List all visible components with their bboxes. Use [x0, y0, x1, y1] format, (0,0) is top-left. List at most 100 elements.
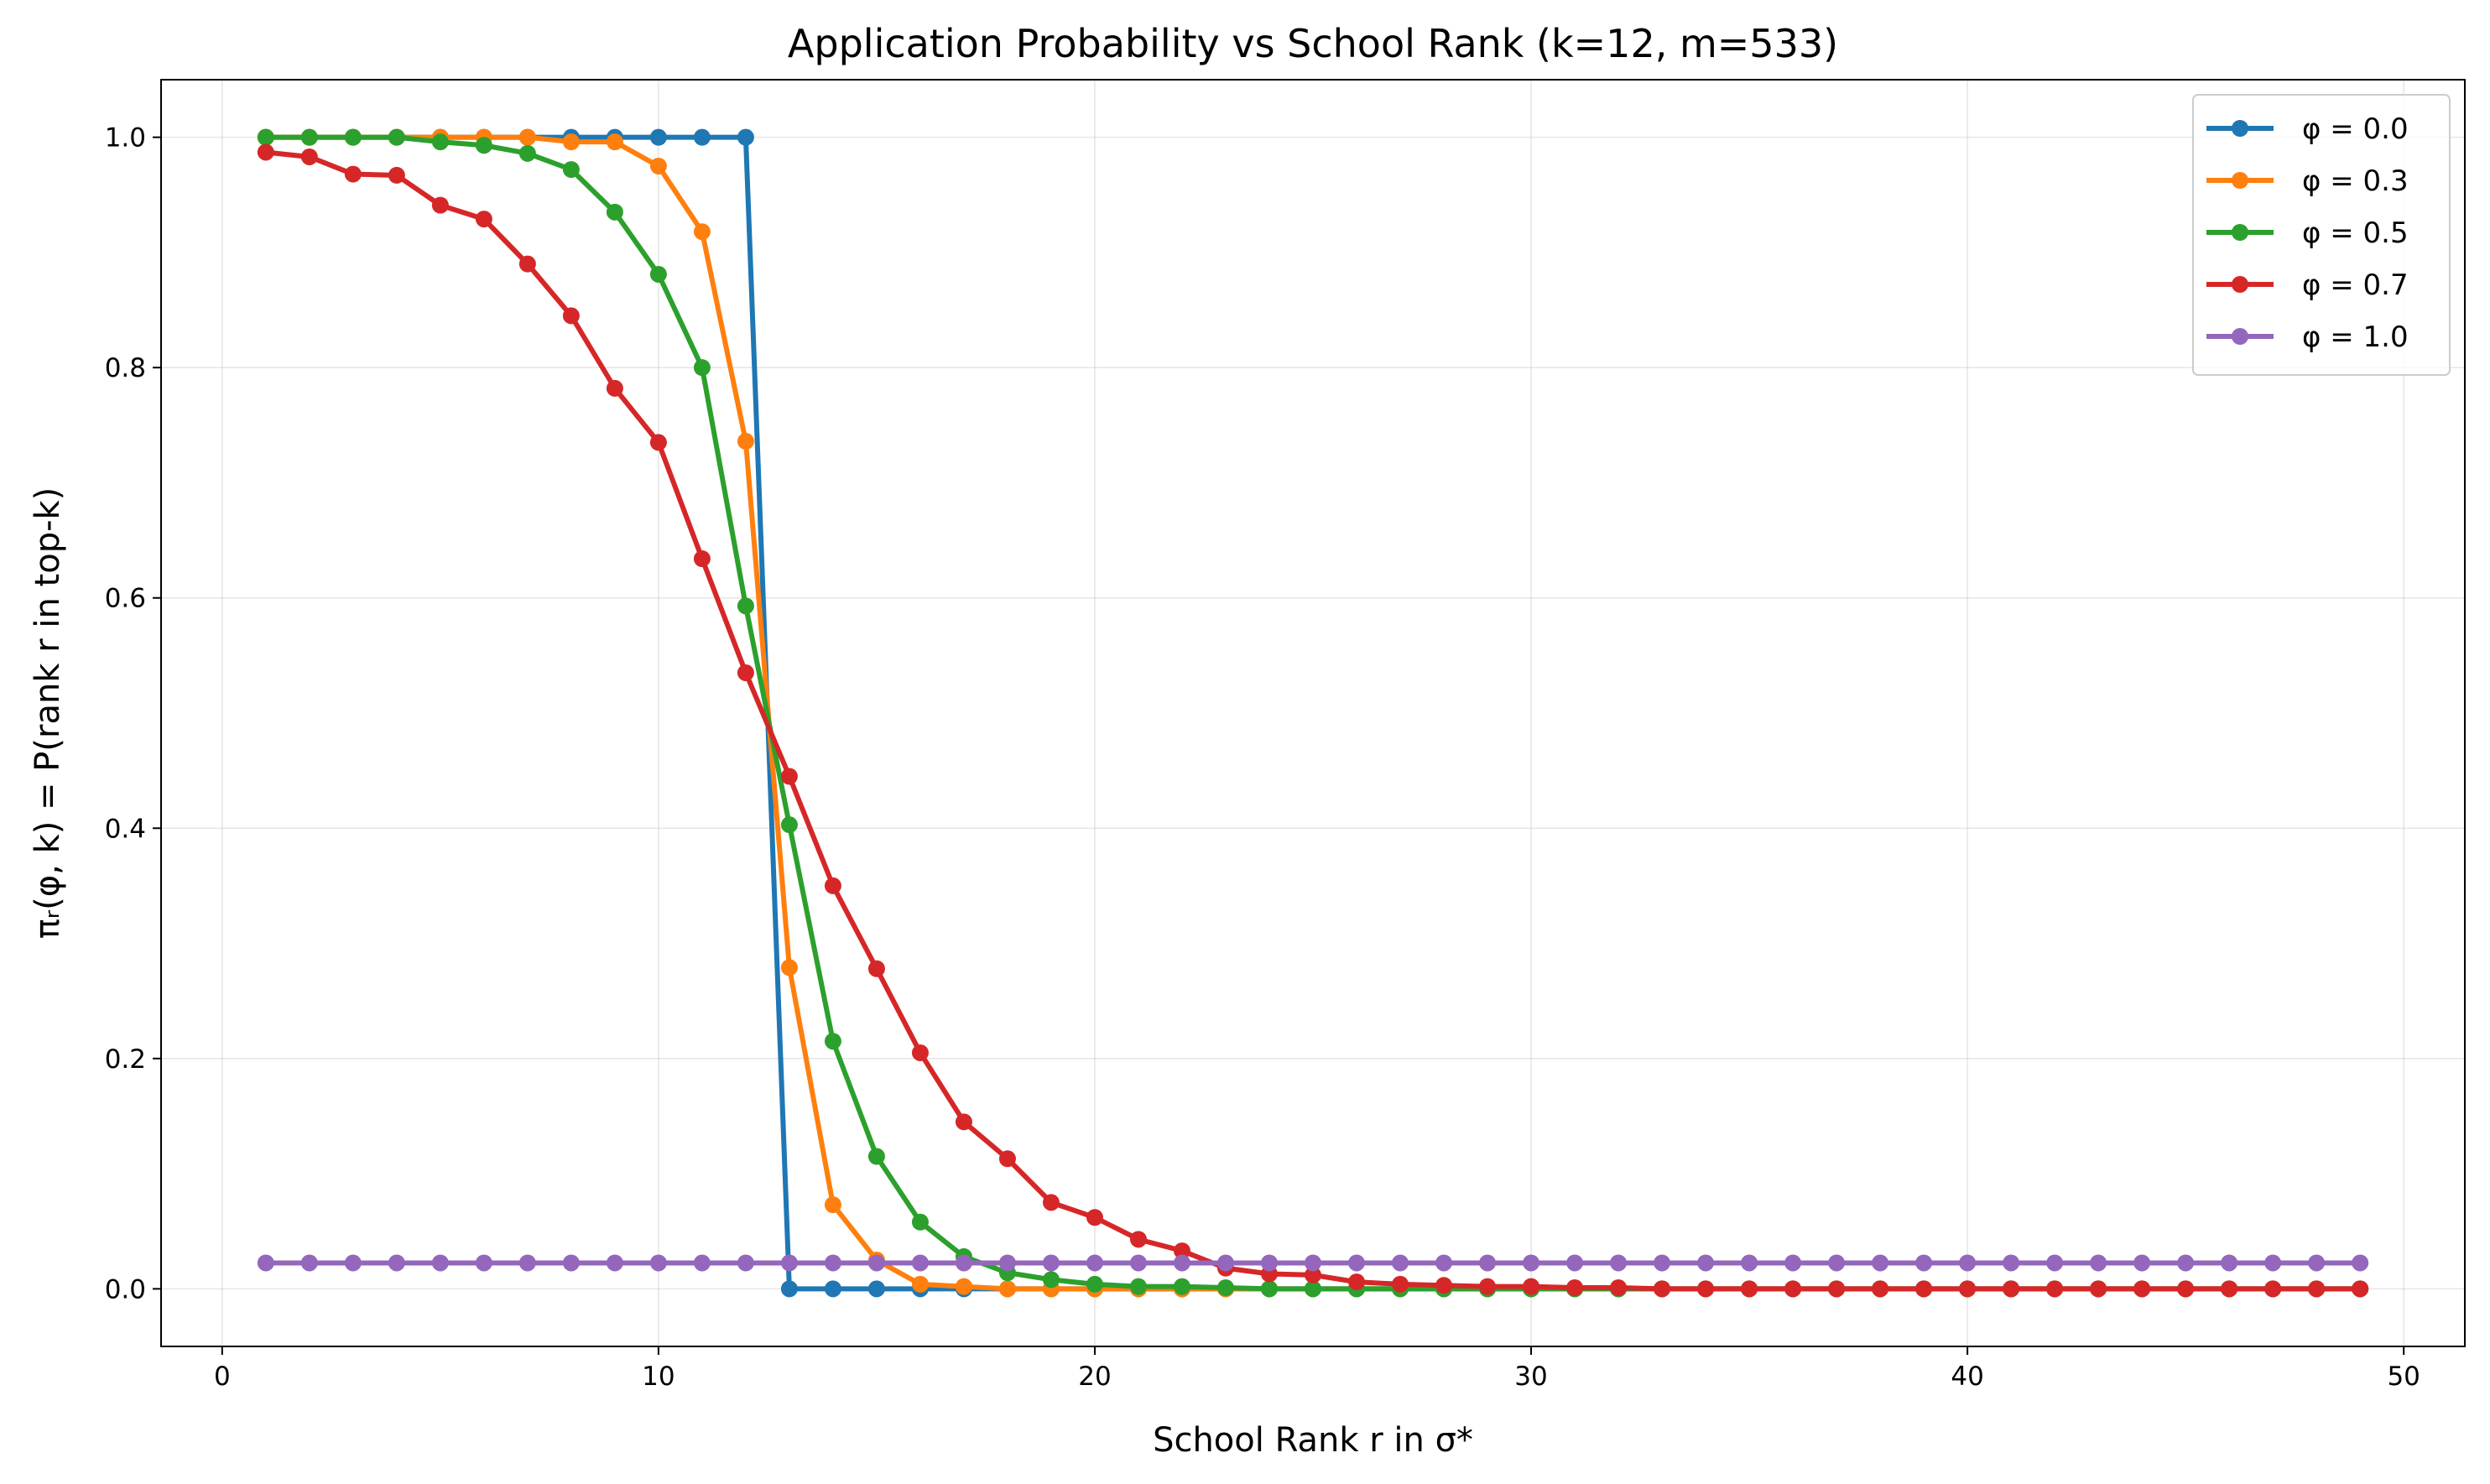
- data-point: [2046, 1254, 2064, 1272]
- legend-label: φ = 0.5: [2302, 216, 2409, 250]
- data-point: [257, 128, 274, 146]
- data-point: [867, 1148, 885, 1165]
- data-point: [1654, 1280, 1671, 1298]
- legend-label: φ = 0.0: [2302, 112, 2409, 146]
- data-point: [1260, 1254, 1278, 1272]
- data-point: [1828, 1254, 1846, 1272]
- data-point: [693, 128, 711, 146]
- data-point: [1872, 1280, 1889, 1298]
- data-point: [518, 144, 536, 162]
- data-point: [518, 128, 536, 146]
- data-point: [257, 143, 274, 161]
- data-point: [431, 1254, 449, 1272]
- data-point: [693, 359, 711, 377]
- data-point: [1086, 1209, 1103, 1226]
- data-point: [562, 161, 580, 179]
- data-point: [737, 664, 754, 681]
- data-point: [2003, 1254, 2020, 1272]
- data-point: [1042, 1271, 1060, 1289]
- data-point: [1042, 1254, 1060, 1272]
- x-tick-label: 10: [642, 1362, 675, 1392]
- data-point: [1216, 1254, 1234, 1272]
- data-point: [780, 816, 798, 834]
- y-tick-label: 0.6: [105, 584, 146, 614]
- data-point: [1523, 1278, 1540, 1295]
- data-point: [2352, 1280, 2369, 1298]
- data-point: [1173, 1254, 1190, 1272]
- y-tick-label: 1.0: [105, 123, 146, 154]
- data-point: [2090, 1254, 2107, 1272]
- data-point: [2046, 1280, 2064, 1298]
- data-point: [2090, 1280, 2107, 1298]
- data-series: [257, 128, 2369, 1298]
- data-point: [737, 597, 754, 615]
- legend-label: φ = 0.7: [2302, 268, 2409, 302]
- data-point: [649, 157, 667, 174]
- data-point: [431, 133, 449, 151]
- data-point: [1566, 1278, 1584, 1296]
- data-point: [2308, 1254, 2326, 1272]
- data-point: [2133, 1280, 2151, 1298]
- data-point: [780, 1254, 798, 1272]
- data-point: [606, 133, 623, 151]
- data-point: [649, 434, 667, 451]
- data-point: [1566, 1254, 1584, 1272]
- data-point: [475, 137, 492, 154]
- legend-swatch-marker: [2232, 276, 2248, 293]
- data-point: [649, 1254, 667, 1272]
- data-point: [2308, 1280, 2326, 1298]
- data-point: [911, 1213, 929, 1231]
- x-tick-label: 50: [2387, 1362, 2420, 1392]
- series-group: [257, 1254, 2369, 1272]
- data-point: [1872, 1254, 1889, 1272]
- data-point: [344, 165, 362, 183]
- data-point: [300, 128, 318, 146]
- y-tick-label: 0.8: [105, 353, 146, 383]
- data-point: [2352, 1254, 2369, 1272]
- data-point: [606, 379, 623, 397]
- data-point: [867, 960, 885, 977]
- y-tick-label: 0.0: [105, 1274, 146, 1304]
- data-point: [1915, 1254, 1933, 1272]
- data-point: [1086, 1275, 1103, 1293]
- data-point: [1392, 1275, 1409, 1293]
- data-point: [1435, 1254, 1453, 1272]
- data-point: [2221, 1254, 2238, 1272]
- data-point: [867, 1280, 885, 1298]
- data-point: [780, 768, 798, 785]
- data-point: [344, 128, 362, 146]
- data-point: [1305, 1266, 1321, 1284]
- legend-swatch-marker: [2232, 172, 2248, 189]
- data-point: [606, 203, 623, 221]
- data-point: [2264, 1254, 2282, 1272]
- data-point: [1086, 1254, 1103, 1272]
- legend: φ = 0.0 φ = 0.3 φ = 0.5 φ = 0.7 φ = 1.0: [2192, 94, 2451, 376]
- data-point: [2177, 1280, 2195, 1298]
- data-point: [737, 128, 754, 146]
- data-point: [2221, 1280, 2238, 1298]
- data-point: [1479, 1254, 1497, 1272]
- x-tick-label: 0: [214, 1362, 231, 1392]
- legend-label: φ = 0.3: [2302, 164, 2409, 198]
- data-point: [955, 1113, 972, 1131]
- data-point: [824, 1280, 841, 1298]
- data-point: [998, 1280, 1016, 1298]
- data-point: [1741, 1280, 1758, 1298]
- data-point: [824, 877, 841, 894]
- x-tick-label: 40: [1951, 1362, 1983, 1392]
- chart-title: Application Probability vs School Rank (…: [788, 21, 1838, 66]
- data-point: [1610, 1254, 1628, 1272]
- data-point: [2003, 1280, 2020, 1298]
- data-point: [475, 1254, 492, 1272]
- data-point: [1129, 1254, 1147, 1272]
- data-point: [1523, 1254, 1540, 1272]
- legend-swatch-marker: [2232, 224, 2248, 241]
- data-point: [2264, 1280, 2282, 1298]
- y-tick-label: 0.4: [105, 814, 146, 844]
- data-point: [1129, 1278, 1147, 1295]
- legend-swatch-marker: [2232, 328, 2248, 345]
- data-point: [911, 1254, 929, 1272]
- data-point: [1959, 1254, 1977, 1272]
